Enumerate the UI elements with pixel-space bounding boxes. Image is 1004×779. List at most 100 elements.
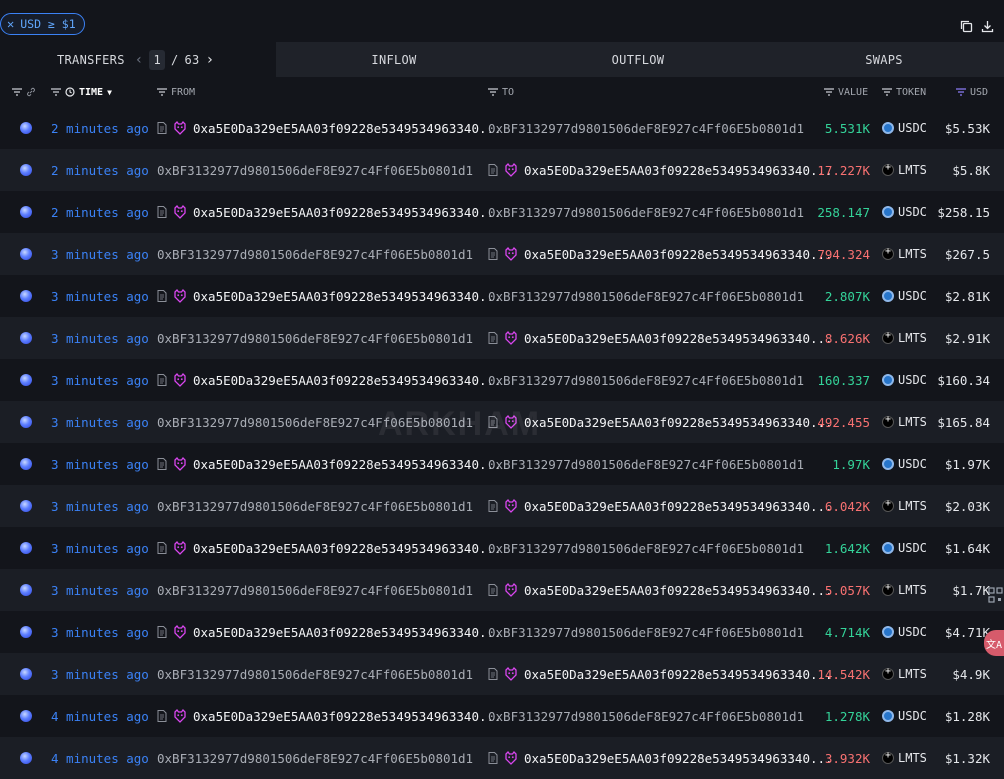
- tab-transfers[interactable]: TRANSFERS ‹ 1 / 63 ›: [0, 42, 276, 77]
- to-address[interactable]: 0xa5E0Da329eE5AA03f09228e5349534963340..…: [488, 415, 833, 430]
- usd-filter[interactable]: USD: [956, 87, 988, 98]
- from-address[interactable]: 0xBF3132977d9801506deF8E927c4Ff06E5b0801…: [157, 750, 474, 766]
- chevron-left-icon[interactable]: ‹: [134, 51, 144, 68]
- time-link[interactable]: 3 minutes ago: [51, 330, 149, 346]
- table-row[interactable]: 2 minutes ago 0xa5E0Da329eE5AA03f09228e5…: [0, 191, 1004, 233]
- qr-icon[interactable]: [988, 586, 1004, 606]
- from-address[interactable]: 0xa5E0Da329eE5AA03f09228e5349534963340..…: [157, 373, 502, 388]
- token[interactable]: LMTS: [882, 582, 927, 597]
- value-filter[interactable]: VALUE: [824, 87, 868, 98]
- table-row[interactable]: 3 minutes ago 0xBF3132977d9801506deF8E927…: [0, 485, 1004, 527]
- to-address[interactable]: 0xBF3132977d9801506deF8E927c4Ff06E5b0801…: [488, 624, 805, 640]
- translate-button[interactable]: 文A: [984, 630, 1004, 656]
- table-row[interactable]: 3 minutes ago 0xBF3132977d9801506deF8E927…: [0, 653, 1004, 695]
- to-address[interactable]: 0xa5E0Da329eE5AA03f09228e5349534963340..…: [488, 667, 833, 682]
- time-link[interactable]: 3 minutes ago: [51, 456, 149, 472]
- from-address[interactable]: 0xBF3132977d9801506deF8E927c4Ff06E5b0801…: [157, 162, 474, 178]
- to-address[interactable]: 0xa5E0Da329eE5AA03f09228e5349534963340..…: [488, 751, 833, 766]
- from-address[interactable]: 0xBF3132977d9801506deF8E927c4Ff06E5b0801…: [157, 330, 474, 346]
- to-address[interactable]: 0xa5E0Da329eE5AA03f09228e5349534963340..…: [488, 247, 833, 262]
- to-address[interactable]: 0xBF3132977d9801506deF8E927c4Ff06E5b0801…: [488, 540, 805, 556]
- time-link[interactable]: 3 minutes ago: [51, 288, 149, 304]
- token[interactable]: LMTS: [882, 162, 927, 177]
- chain-filter[interactable]: [12, 87, 36, 97]
- time-link[interactable]: 4 minutes ago: [51, 750, 149, 766]
- download-icon[interactable]: [981, 20, 994, 33]
- time-link[interactable]: 3 minutes ago: [51, 414, 149, 430]
- table-row[interactable]: 3 minutes ago 0xa5E0Da329eE5AA03f09228e5…: [0, 359, 1004, 401]
- table-row[interactable]: 3 minutes ago 0xBF3132977d9801506deF8E927…: [0, 569, 1004, 611]
- copy-icon[interactable]: [960, 20, 973, 33]
- token[interactable]: USDC: [882, 121, 927, 135]
- to-address[interactable]: 0xBF3132977d9801506deF8E927c4Ff06E5b0801…: [488, 288, 805, 304]
- table-row[interactable]: 3 minutes ago 0xa5E0Da329eE5AA03f09228e5…: [0, 443, 1004, 485]
- token-filter[interactable]: TOKEN: [882, 87, 926, 98]
- time-link[interactable]: 2 minutes ago: [51, 204, 149, 220]
- token[interactable]: USDC: [882, 457, 927, 471]
- time-link[interactable]: 3 minutes ago: [51, 666, 149, 682]
- to-address[interactable]: 0xBF3132977d9801506deF8E927c4Ff06E5b0801…: [488, 372, 805, 388]
- table-row[interactable]: 3 minutes ago 0xa5E0Da329eE5AA03f09228e5…: [0, 527, 1004, 569]
- time-link[interactable]: 3 minutes ago: [51, 498, 149, 514]
- time-sort[interactable]: TIME ▼: [51, 87, 112, 98]
- from-address[interactable]: 0xa5E0Da329eE5AA03f09228e5349534963340..…: [157, 205, 502, 220]
- time-link[interactable]: 2 minutes ago: [51, 162, 149, 178]
- from-address[interactable]: 0xBF3132977d9801506deF8E927c4Ff06E5b0801…: [157, 582, 474, 598]
- time-link[interactable]: 3 minutes ago: [51, 246, 149, 262]
- table-row[interactable]: 4 minutes ago 0xBF3132977d9801506deF8E927…: [0, 737, 1004, 779]
- token[interactable]: USDC: [882, 373, 927, 387]
- table-row[interactable]: 2 minutes ago 0xBF3132977d9801506deF8E927…: [0, 149, 1004, 191]
- to-address[interactable]: 0xa5E0Da329eE5AA03f09228e5349534963340..…: [488, 499, 833, 514]
- table-row[interactable]: 3 minutes ago 0xBF3132977d9801506deF8E927…: [0, 233, 1004, 275]
- from-address[interactable]: 0xa5E0Da329eE5AA03f09228e5349534963340..…: [157, 625, 502, 640]
- time-link[interactable]: 2 minutes ago: [51, 120, 149, 136]
- time-link[interactable]: 4 minutes ago: [51, 708, 149, 724]
- from-address[interactable]: 0xa5E0Da329eE5AA03f09228e5349534963340..…: [157, 289, 502, 304]
- to-address[interactable]: 0xa5E0Da329eE5AA03f09228e5349534963340..…: [488, 583, 833, 598]
- tab-inflow[interactable]: INFLOW: [371, 52, 417, 67]
- tab-outflow[interactable]: OUTFLOW: [611, 52, 665, 67]
- token[interactable]: LMTS: [882, 414, 927, 429]
- token[interactable]: LMTS: [882, 246, 927, 261]
- table-row[interactable]: 3 minutes ago 0xa5E0Da329eE5AA03f09228e5…: [0, 611, 1004, 653]
- from-address[interactable]: 0xa5E0Da329eE5AA03f09228e5349534963340..…: [157, 121, 502, 136]
- to-address[interactable]: 0xBF3132977d9801506deF8E927c4Ff06E5b0801…: [488, 120, 805, 136]
- to-address[interactable]: 0xBF3132977d9801506deF8E927c4Ff06E5b0801…: [488, 204, 805, 220]
- time-link[interactable]: 3 minutes ago: [51, 582, 149, 598]
- to-filter[interactable]: TO: [488, 87, 514, 98]
- from-address[interactable]: 0xBF3132977d9801506deF8E927c4Ff06E5b0801…: [157, 498, 474, 514]
- to-address[interactable]: 0xBF3132977d9801506deF8E927c4Ff06E5b0801…: [488, 708, 805, 724]
- chevron-right-icon[interactable]: ›: [205, 51, 215, 68]
- token[interactable]: LMTS: [882, 750, 927, 765]
- table-row[interactable]: 4 minutes ago 0xa5E0Da329eE5AA03f09228e5…: [0, 695, 1004, 737]
- from-address[interactable]: 0xBF3132977d9801506deF8E927c4Ff06E5b0801…: [157, 666, 474, 682]
- token[interactable]: USDC: [882, 541, 927, 555]
- token[interactable]: USDC: [882, 709, 927, 723]
- from-address[interactable]: 0xBF3132977d9801506deF8E927c4Ff06E5b0801…: [157, 414, 474, 430]
- to-address[interactable]: 0xa5E0Da329eE5AA03f09228e5349534963340..…: [488, 163, 833, 178]
- time-link[interactable]: 3 minutes ago: [51, 372, 149, 388]
- from-address[interactable]: 0xa5E0Da329eE5AA03f09228e5349534963340..…: [157, 709, 502, 724]
- usd-filter-chip[interactable]: ✕ USD ≥ $1: [0, 13, 85, 35]
- from-address[interactable]: 0xa5E0Da329eE5AA03f09228e5349534963340..…: [157, 457, 502, 472]
- to-address[interactable]: 0xBF3132977d9801506deF8E927c4Ff06E5b0801…: [488, 456, 805, 472]
- table-row[interactable]: 3 minutes ago 0xBF3132977d9801506deF8E927…: [0, 401, 1004, 443]
- from-address[interactable]: 0xBF3132977d9801506deF8E927c4Ff06E5b0801…: [157, 246, 474, 262]
- to-address[interactable]: 0xa5E0Da329eE5AA03f09228e5349534963340..…: [488, 331, 833, 346]
- page-current[interactable]: 1: [149, 49, 165, 70]
- table-row[interactable]: 3 minutes ago 0xBF3132977d9801506deF8E927…: [0, 317, 1004, 359]
- close-icon[interactable]: ✕: [7, 17, 15, 31]
- time-link[interactable]: 3 minutes ago: [51, 540, 149, 556]
- table-row[interactable]: 3 minutes ago 0xa5E0Da329eE5AA03f09228e5…: [0, 275, 1004, 317]
- from-filter[interactable]: FROM: [157, 87, 195, 98]
- token[interactable]: LMTS: [882, 330, 927, 345]
- from-address[interactable]: 0xa5E0Da329eE5AA03f09228e5349534963340..…: [157, 541, 502, 556]
- token[interactable]: USDC: [882, 289, 927, 303]
- tab-swaps[interactable]: SWAPS: [865, 52, 903, 67]
- token[interactable]: LMTS: [882, 498, 927, 513]
- table-row[interactable]: 2 minutes ago 0xa5E0Da329eE5AA03f09228e5…: [0, 107, 1004, 149]
- token[interactable]: LMTS: [882, 666, 927, 681]
- token[interactable]: USDC: [882, 205, 927, 219]
- time-link[interactable]: 3 minutes ago: [51, 624, 149, 640]
- token[interactable]: USDC: [882, 625, 927, 639]
